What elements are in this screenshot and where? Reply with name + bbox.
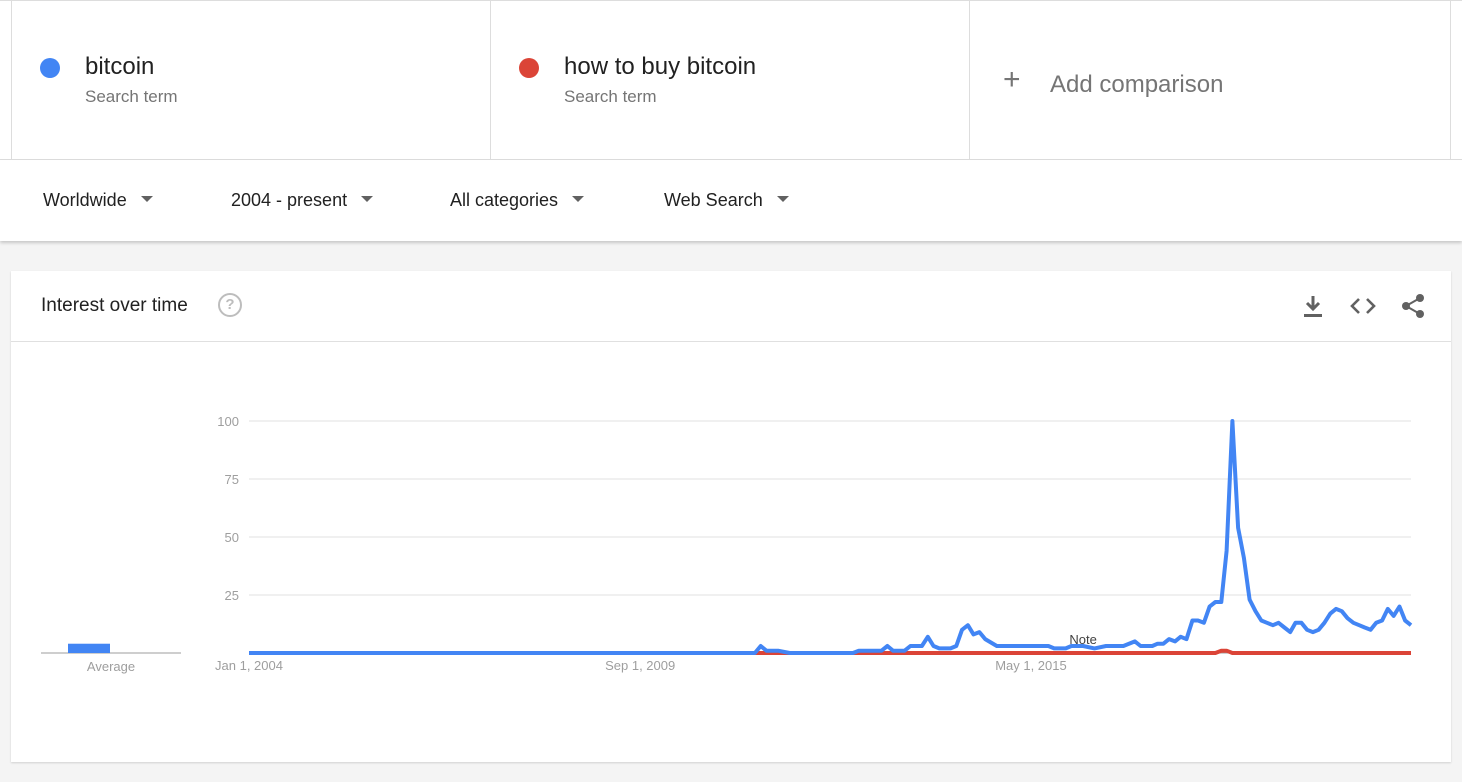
filter-bar: Worldwide 2004 - present All categories … <box>0 160 1462 241</box>
x-tick-label: May 1, 2015 <box>995 658 1067 673</box>
chevron-down-icon <box>572 196 585 203</box>
region-dropdown[interactable]: Worldwide <box>43 190 153 211</box>
search-term-name: bitcoin <box>85 53 155 80</box>
chevron-down-icon <box>140 196 153 203</box>
series-color-dot <box>40 58 60 78</box>
search-term-card[interactable]: bitcoin Search term <box>11 1 491 159</box>
y-tick-label: 25 <box>225 588 239 603</box>
search-term-card[interactable]: how to buy bitcoin Search term <box>490 1 970 159</box>
x-tick-label: Jan 1, 2004 <box>215 658 283 673</box>
region-label: Worldwide <box>43 190 127 210</box>
chevron-down-icon <box>361 196 374 203</box>
note-marker[interactable]: Note <box>1069 632 1096 647</box>
interest-over-time-card: Interest over time ? Average 100 75 50 25 Ja… <box>11 271 1451 762</box>
series-line <box>249 419 1413 655</box>
help-icon[interactable]: ? <box>218 293 242 317</box>
search-terms-bar: bitcoin Search term how to buy bitcoin S… <box>0 0 1462 160</box>
average-label: Average <box>87 659 135 674</box>
card-header: Interest over time ? <box>11 271 1451 342</box>
interest-over-time-chart: Average 100 75 50 25 Jan 1, 2004 Sep 1, 2009 M… <box>41 414 1413 674</box>
category-label: All categories <box>450 190 559 210</box>
search-term-type: Search term <box>564 87 657 106</box>
x-tick-label: Sep 1, 2009 <box>605 658 675 673</box>
plus-icon: + <box>1003 63 1021 96</box>
search-type-label: Web Search <box>664 190 763 210</box>
add-comparison-button[interactable]: + Add comparison <box>969 1 1451 159</box>
add-comparison-label: Add comparison <box>1050 71 1224 98</box>
embed-icon[interactable] <box>1349 292 1377 320</box>
average-bar <box>68 643 110 653</box>
chevron-down-icon <box>776 196 789 203</box>
category-dropdown[interactable]: All categories <box>450 190 585 211</box>
y-tick-label: 50 <box>225 530 239 545</box>
search-type-dropdown[interactable]: Web Search <box>664 190 789 211</box>
time-range-dropdown[interactable]: 2004 - present <box>231 190 374 211</box>
card-title: Interest over time <box>41 295 188 316</box>
y-tick-label: 75 <box>225 472 239 487</box>
y-tick-label: 100 <box>217 414 239 429</box>
search-term-name: how to buy bitcoin <box>564 53 757 80</box>
download-icon[interactable] <box>1299 292 1327 320</box>
series-color-dot <box>519 58 539 78</box>
search-term-type: Search term <box>85 87 178 106</box>
time-range-label: 2004 - present <box>231 190 348 210</box>
share-icon[interactable] <box>1399 292 1427 320</box>
series-line <box>249 648 1411 655</box>
